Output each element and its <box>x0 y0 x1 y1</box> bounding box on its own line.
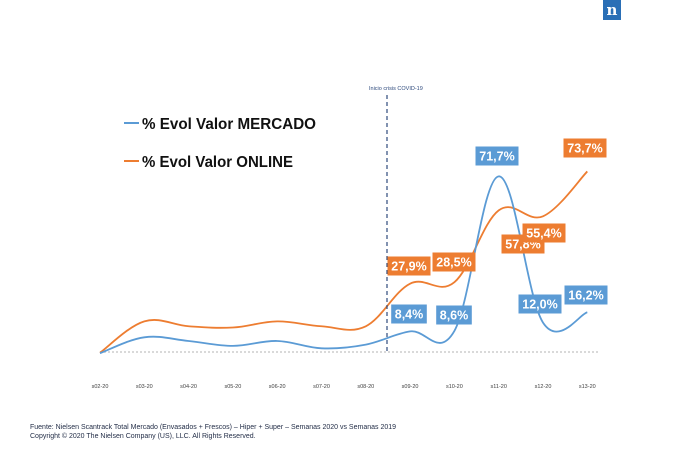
data-label-mercado: 71,7% <box>479 150 514 164</box>
footer-source: Fuente: Nielsen Scantrack Total Mercado … <box>30 424 397 431</box>
data-label-box-mercado <box>475 146 519 166</box>
data-label-online: 28,5% <box>436 256 471 270</box>
data-label-box-mercado <box>391 304 427 324</box>
x-tick-label: s13-20 <box>579 384 596 390</box>
x-tick-label: s07-20 <box>313 384 330 390</box>
x-tick-label: s09-20 <box>402 384 419 390</box>
nielsen-logo: n <box>603 0 621 20</box>
data-label-mercado: 16,2% <box>568 289 603 303</box>
data-label-box-online <box>432 252 476 272</box>
data-label-online: 55,4% <box>526 227 561 241</box>
data-label-box-mercado <box>564 285 608 305</box>
x-tick-label: s03-20 <box>136 384 153 390</box>
legend-label: % Evol Valor ONLINE <box>142 154 293 171</box>
x-tick-label: s06-20 <box>269 384 286 390</box>
data-label-box-online <box>522 223 566 243</box>
x-tick-label: s05-20 <box>224 384 241 390</box>
x-tick-label: s04-20 <box>180 384 197 390</box>
data-label-mercado: 8,6% <box>440 309 469 323</box>
series-line-online <box>99 170 588 354</box>
data-label-box-online <box>563 138 607 158</box>
x-tick-label: s12-20 <box>535 384 552 390</box>
data-label-box-mercado <box>436 305 472 325</box>
covid-annotation: Inicio crisis COVID-19 <box>369 86 423 92</box>
x-tick-label: s10-20 <box>446 384 463 390</box>
series-line-mercado <box>99 175 588 355</box>
data-label-box-online <box>387 256 431 276</box>
legend-label: % Evol Valor MERCADO <box>142 116 316 133</box>
data-label-box-mercado <box>518 294 562 314</box>
data-label-mercado: 8,4% <box>395 308 424 322</box>
x-tick-label: s02-20 <box>92 384 109 390</box>
data-label-mercado: 12,0% <box>522 298 557 312</box>
data-label-online: 73,7% <box>567 142 602 156</box>
data-label-online: 27,9% <box>391 260 426 274</box>
footer-copyright: Copyright © 2020 The Nielsen Company (US… <box>30 433 256 440</box>
x-tick-label: s11-20 <box>490 384 506 390</box>
x-tick-label: s08-20 <box>357 384 374 390</box>
